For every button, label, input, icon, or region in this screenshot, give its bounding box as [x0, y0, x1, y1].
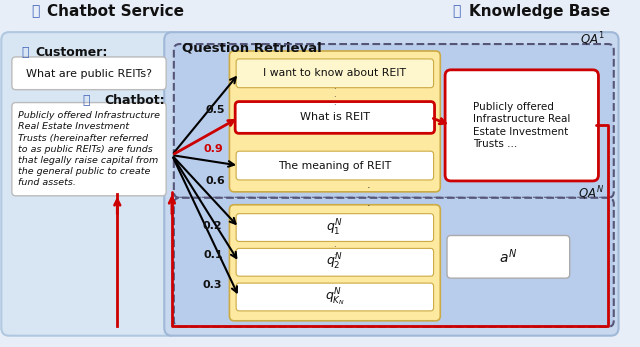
Text: ·
·
·: · · · [333, 85, 336, 110]
Text: 0.3: 0.3 [203, 280, 222, 290]
Text: 0.5: 0.5 [205, 105, 225, 116]
FancyBboxPatch shape [236, 151, 433, 180]
Text: 👤: 👤 [22, 46, 29, 59]
Text: 0.1: 0.1 [204, 250, 223, 260]
Text: Publicly offered Infrastructure
Real Estate Investment
Trusts (hereinafter refer: Publicly offered Infrastructure Real Est… [17, 111, 159, 187]
Text: 0.2: 0.2 [203, 221, 222, 230]
Text: Question Retrieval: Question Retrieval [182, 42, 321, 54]
Text: Chatbot Service: Chatbot Service [47, 4, 184, 19]
FancyBboxPatch shape [236, 214, 433, 242]
Text: $a^N$: $a^N$ [499, 247, 517, 266]
Text: Knowledge Base: Knowledge Base [469, 4, 610, 19]
Text: 0.9: 0.9 [204, 144, 223, 154]
Text: ·
·
·: · · · [367, 183, 370, 211]
Text: $q_1^N$: $q_1^N$ [326, 218, 343, 238]
Text: 🗃: 🗃 [452, 4, 461, 18]
Text: $q_{K_N}^N$: $q_{K_N}^N$ [325, 286, 345, 308]
FancyBboxPatch shape [236, 283, 433, 311]
Text: Chatbot:: Chatbot: [105, 94, 166, 107]
FancyBboxPatch shape [12, 103, 166, 196]
Text: The meaning of REIT: The meaning of REIT [278, 161, 392, 171]
Text: Publicly offered
Infrastructure Real
Estate Investment
Trusts ...: Publicly offered Infrastructure Real Est… [473, 102, 570, 149]
FancyBboxPatch shape [164, 32, 619, 336]
FancyBboxPatch shape [12, 57, 166, 90]
Text: What is REIT: What is REIT [300, 112, 370, 122]
FancyBboxPatch shape [174, 44, 614, 198]
FancyBboxPatch shape [236, 59, 433, 88]
Text: What are public REITs?: What are public REITs? [26, 69, 152, 79]
Text: 🎧: 🎧 [31, 4, 40, 18]
Text: $QA^1$: $QA^1$ [580, 31, 604, 48]
FancyBboxPatch shape [447, 236, 570, 278]
FancyBboxPatch shape [229, 51, 440, 192]
Text: Customer:: Customer: [36, 46, 108, 59]
FancyBboxPatch shape [235, 102, 435, 133]
FancyBboxPatch shape [229, 205, 440, 321]
Text: $QA^N$: $QA^N$ [578, 184, 604, 202]
FancyBboxPatch shape [1, 32, 177, 336]
Text: I want to know about REIT: I want to know about REIT [264, 68, 406, 78]
Text: ·
·: · · [333, 243, 336, 260]
Text: 0.6: 0.6 [205, 176, 225, 186]
FancyBboxPatch shape [445, 70, 598, 181]
FancyBboxPatch shape [174, 198, 614, 327]
Text: $q_2^N$: $q_2^N$ [326, 252, 343, 272]
Text: 🤖: 🤖 [82, 94, 90, 107]
FancyBboxPatch shape [236, 248, 433, 276]
